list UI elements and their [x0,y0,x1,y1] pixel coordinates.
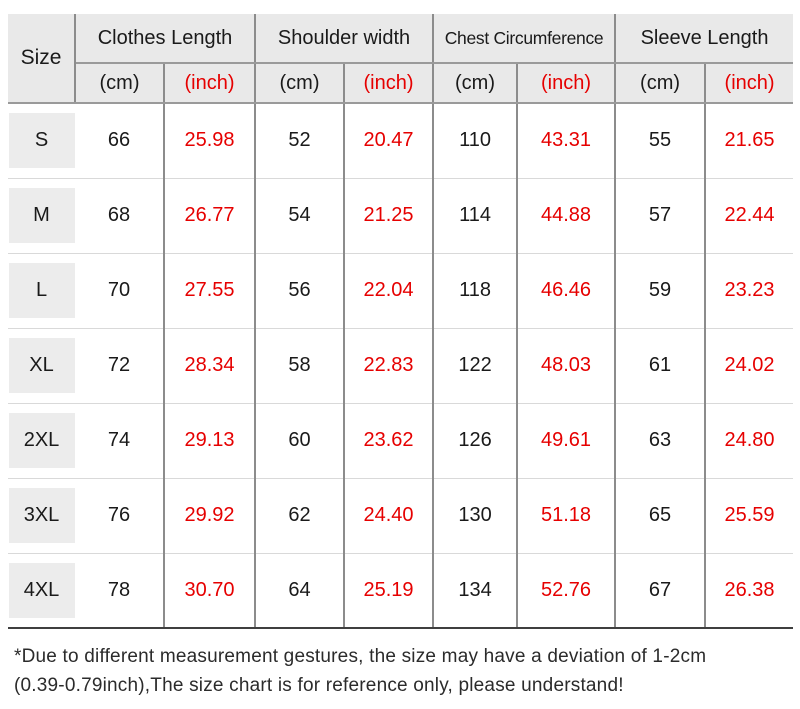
clothes-length-cm-unit: (cm) [75,63,165,104]
shoulder-width-inch-value: 21.25 [344,178,435,254]
clothes-length-inch-unit: (inch) [164,63,257,104]
size-label: M [8,188,75,243]
size-label: L [8,263,75,318]
chest-circumference-cm-value: 110 [433,103,519,179]
size-label: XL [8,338,75,393]
sleeve-length-inch-value: 24.80 [705,403,794,479]
sleeve-length-inch-value: 23.23 [705,253,794,329]
size-label-cell: 3XL [8,478,75,554]
size-label: S [8,113,75,169]
shoulder-width-cm-value: 52 [255,103,346,179]
size-label-cell: S [8,103,75,179]
size-label-cell: M [8,178,75,254]
header-group-row: Size Clothes Length Shoulder width Chest… [8,14,794,104]
size-label-cell: 2XL [8,403,75,479]
clothes-length-inch-value: 30.70 [164,553,257,629]
shoulder-width-cm-unit: (cm) [255,63,346,104]
clothes-length-cm-value: 72 [75,328,165,404]
clothes-length-inch-value: 28.34 [164,328,257,404]
header-unit-row: (cm) (inch) (cm) (inch) (cm) (inch) (cm)… [8,63,794,104]
sleeve-length-cm-value: 55 [615,103,707,179]
sleeve-length-inch-value: 21.65 [705,103,794,179]
size-chart-table: Size Clothes Length Shoulder width Chest… [8,14,794,629]
sleeve-length-header: Sleeve Length [615,14,794,64]
shoulder-width-inch-unit: (inch) [344,63,435,104]
table-body: S 66 25.98 52 20.47 110 43.31 55 21.65 M… [8,103,794,629]
size-label-cell: XL [8,328,75,404]
shoulder-width-cm-value: 60 [255,403,346,479]
shoulder-width-inch-value: 23.62 [344,403,435,479]
sleeve-length-cm-value: 57 [615,178,707,254]
sleeve-length-inch-value: 24.02 [705,328,794,404]
sleeve-length-inch-value: 26.38 [705,553,794,629]
sleeve-length-cm-value: 67 [615,553,707,629]
table-row-4xl: 4XL 78 30.70 64 25.19 134 52.76 67 26.38 [8,553,794,629]
clothes-length-header: Clothes Length [75,14,257,64]
clothes-length-inch-value: 25.98 [164,103,257,179]
sleeve-length-cm-value: 59 [615,253,707,329]
shoulder-width-inch-value: 20.47 [344,103,435,179]
chest-circumference-inch-unit: (inch) [517,63,617,104]
table-row-2xl: 2XL 74 29.13 60 23.62 126 49.61 63 24.80 [8,403,794,479]
chest-circumference-cm-value: 126 [433,403,519,479]
shoulder-width-cm-value: 62 [255,478,346,554]
sleeve-length-cm-unit: (cm) [615,63,707,104]
chest-circumference-header: Chest Circumference [433,14,617,64]
disclaimer-line-2: (0.39-0.79inch),The size chart is for re… [14,675,624,697]
sleeve-length-cm-value: 65 [615,478,707,554]
chest-circumference-inch-value: 43.31 [517,103,617,179]
shoulder-width-cm-value: 64 [255,553,346,629]
table-row-l: L 70 27.55 56 22.04 118 46.46 59 23.23 [8,253,794,329]
chest-circumference-cm-value: 122 [433,328,519,404]
clothes-length-cm-value: 66 [75,103,165,179]
table-row-m: M 68 26.77 54 21.25 114 44.88 57 22.44 [8,178,794,254]
table-row-s: S 66 25.98 52 20.47 110 43.31 55 21.65 [8,103,794,179]
sleeve-length-inch-unit: (inch) [705,63,794,104]
sleeve-length-cm-value: 61 [615,328,707,404]
clothes-length-cm-value: 70 [75,253,165,329]
size-label-cell: L [8,253,75,329]
chest-circumference-inch-value: 46.46 [517,253,617,329]
chest-circumference-inch-value: 48.03 [517,328,617,404]
size-label: 2XL [8,413,75,468]
shoulder-width-inch-value: 22.04 [344,253,435,329]
disclaimer-line-1: *Due to different measurement gestures, … [14,646,707,667]
table-row-xl: XL 72 28.34 58 22.83 122 48.03 61 24.02 [8,328,794,404]
shoulder-width-cm-value: 58 [255,328,346,404]
shoulder-width-inch-value: 22.83 [344,328,435,404]
shoulder-width-inch-value: 25.19 [344,553,435,629]
clothes-length-cm-value: 74 [75,403,165,479]
clothes-length-inch-value: 27.55 [164,253,257,329]
shoulder-width-cm-value: 54 [255,178,346,254]
shoulder-width-inch-value: 24.40 [344,478,435,554]
clothes-length-cm-value: 68 [75,178,165,254]
table-row-3xl: 3XL 76 29.92 62 24.40 130 51.18 65 25.59 [8,478,794,554]
size-label-cell: 4XL [8,553,75,629]
size-label: 4XL [8,562,75,618]
clothes-length-cm-value: 76 [75,478,165,554]
chest-circumference-inch-value: 49.61 [517,403,617,479]
clothes-length-inch-value: 29.13 [164,403,257,479]
clothes-length-inch-value: 26.77 [164,178,257,254]
chest-circumference-cm-value: 118 [433,253,519,329]
chest-circumference-inch-value: 44.88 [517,178,617,254]
clothes-length-inch-value: 29.92 [164,478,257,554]
size-label: 3XL [8,488,75,543]
shoulder-width-header: Shoulder width [255,14,435,64]
chest-circumference-inch-value: 52.76 [517,553,617,629]
chest-circumference-cm-value: 130 [433,478,519,554]
sleeve-length-inch-value: 22.44 [705,178,794,254]
chest-circumference-cm-value: 114 [433,178,519,254]
size-column-header: Size [8,14,76,104]
chest-circumference-cm-value: 134 [433,553,519,629]
sleeve-length-inch-value: 25.59 [705,478,794,554]
chest-circumference-cm-unit: (cm) [433,63,519,104]
sleeve-length-cm-value: 63 [615,403,707,479]
measurement-disclaimer: *Due to different measurement gestures, … [14,642,784,701]
clothes-length-cm-value: 78 [75,553,165,629]
shoulder-width-cm-value: 56 [255,253,346,329]
chest-circumference-inch-value: 51.18 [517,478,617,554]
table-header: Size Clothes Length Shoulder width Chest… [8,14,794,104]
